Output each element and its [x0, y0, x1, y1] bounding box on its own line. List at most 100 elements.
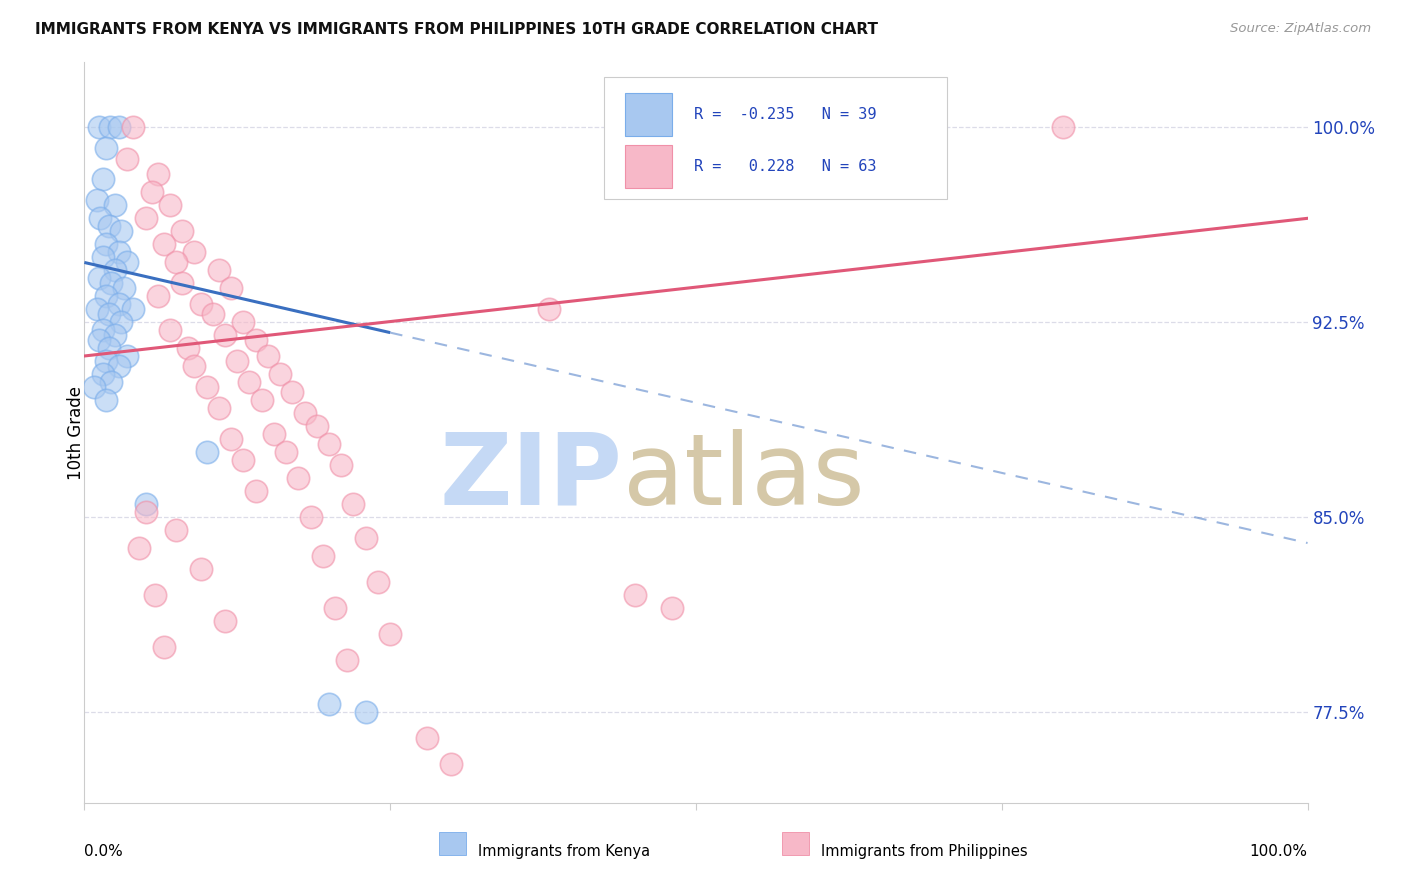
Point — [146, 167, 169, 181]
Point — [287, 471, 309, 485]
Point — [195, 380, 218, 394]
Point — [318, 437, 340, 451]
Point — [96, 393, 118, 408]
Point — [87, 334, 110, 348]
Point — [195, 445, 218, 459]
Point — [250, 393, 273, 408]
Point — [91, 367, 114, 381]
Point — [190, 297, 212, 311]
Point — [141, 186, 163, 200]
Text: Immigrants from Kenya: Immigrants from Kenya — [478, 844, 651, 858]
Point — [153, 237, 176, 252]
Point — [226, 354, 249, 368]
Text: IMMIGRANTS FROM KENYA VS IMMIGRANTS FROM PHILIPPINES 10TH GRADE CORRELATION CHAR: IMMIGRANTS FROM KENYA VS IMMIGRANTS FROM… — [35, 22, 879, 37]
Point — [281, 385, 304, 400]
Point — [183, 245, 205, 260]
Point — [747, 120, 769, 135]
Point — [91, 172, 114, 186]
Point — [83, 380, 105, 394]
Point — [135, 505, 157, 519]
Text: ZIP: ZIP — [440, 428, 623, 525]
Point — [104, 198, 127, 212]
Point — [538, 302, 561, 317]
Point — [276, 445, 298, 459]
Point — [86, 193, 108, 207]
Point — [91, 250, 114, 264]
Point — [172, 277, 194, 291]
Point — [87, 120, 110, 135]
Point — [159, 198, 181, 212]
Point — [91, 323, 114, 337]
Point — [104, 328, 127, 343]
Point — [122, 120, 145, 135]
Point — [624, 588, 647, 602]
Point — [107, 297, 129, 311]
Point — [323, 601, 346, 615]
Point — [257, 349, 280, 363]
Point — [299, 510, 322, 524]
Point — [96, 141, 118, 155]
Point — [107, 359, 129, 374]
Point — [263, 426, 285, 441]
Point — [115, 152, 138, 166]
Point — [214, 328, 236, 343]
Point — [146, 289, 169, 303]
Point — [86, 302, 108, 317]
Point — [219, 281, 242, 295]
Point — [177, 341, 200, 355]
Point — [107, 245, 129, 260]
Text: R =  -0.235   N = 39: R = -0.235 N = 39 — [693, 107, 876, 122]
Point — [135, 211, 157, 226]
Point — [214, 614, 236, 628]
Text: 0.0%: 0.0% — [84, 844, 124, 858]
FancyBboxPatch shape — [626, 145, 672, 187]
Point — [89, 211, 111, 226]
Point — [190, 562, 212, 576]
Point — [153, 640, 176, 654]
Point — [143, 588, 166, 602]
Point — [354, 705, 377, 719]
Point — [219, 432, 242, 446]
Text: 100.0%: 100.0% — [1250, 844, 1308, 858]
Point — [135, 497, 157, 511]
Point — [104, 263, 127, 277]
Point — [245, 334, 267, 348]
Point — [172, 224, 194, 238]
FancyBboxPatch shape — [782, 832, 808, 855]
Point — [342, 497, 364, 511]
FancyBboxPatch shape — [439, 832, 465, 855]
Point — [208, 263, 231, 277]
Point — [97, 341, 120, 355]
Point — [96, 289, 118, 303]
Point — [183, 359, 205, 374]
Point — [305, 419, 328, 434]
Text: R =   0.228   N = 63: R = 0.228 N = 63 — [693, 159, 876, 174]
Point — [115, 349, 138, 363]
Point — [232, 315, 254, 329]
Point — [128, 541, 150, 556]
Point — [159, 323, 181, 337]
Point — [238, 375, 260, 389]
Text: Source: ZipAtlas.com: Source: ZipAtlas.com — [1230, 22, 1371, 36]
FancyBboxPatch shape — [626, 93, 672, 136]
Point — [245, 484, 267, 499]
Point — [661, 601, 683, 615]
Point — [336, 653, 359, 667]
Y-axis label: 10th Grade: 10th Grade — [67, 385, 84, 480]
Point — [100, 277, 122, 291]
Text: Immigrants from Philippines: Immigrants from Philippines — [821, 844, 1028, 858]
Point — [269, 367, 291, 381]
Point — [87, 271, 110, 285]
Point — [110, 224, 132, 238]
Text: atlas: atlas — [623, 428, 865, 525]
Point — [112, 281, 135, 295]
Point — [201, 307, 224, 321]
Point — [165, 255, 187, 269]
Point — [330, 458, 353, 472]
Point — [232, 453, 254, 467]
Point — [354, 531, 377, 545]
Point — [96, 237, 118, 252]
FancyBboxPatch shape — [605, 78, 946, 200]
Point — [96, 354, 118, 368]
Point — [208, 401, 231, 415]
